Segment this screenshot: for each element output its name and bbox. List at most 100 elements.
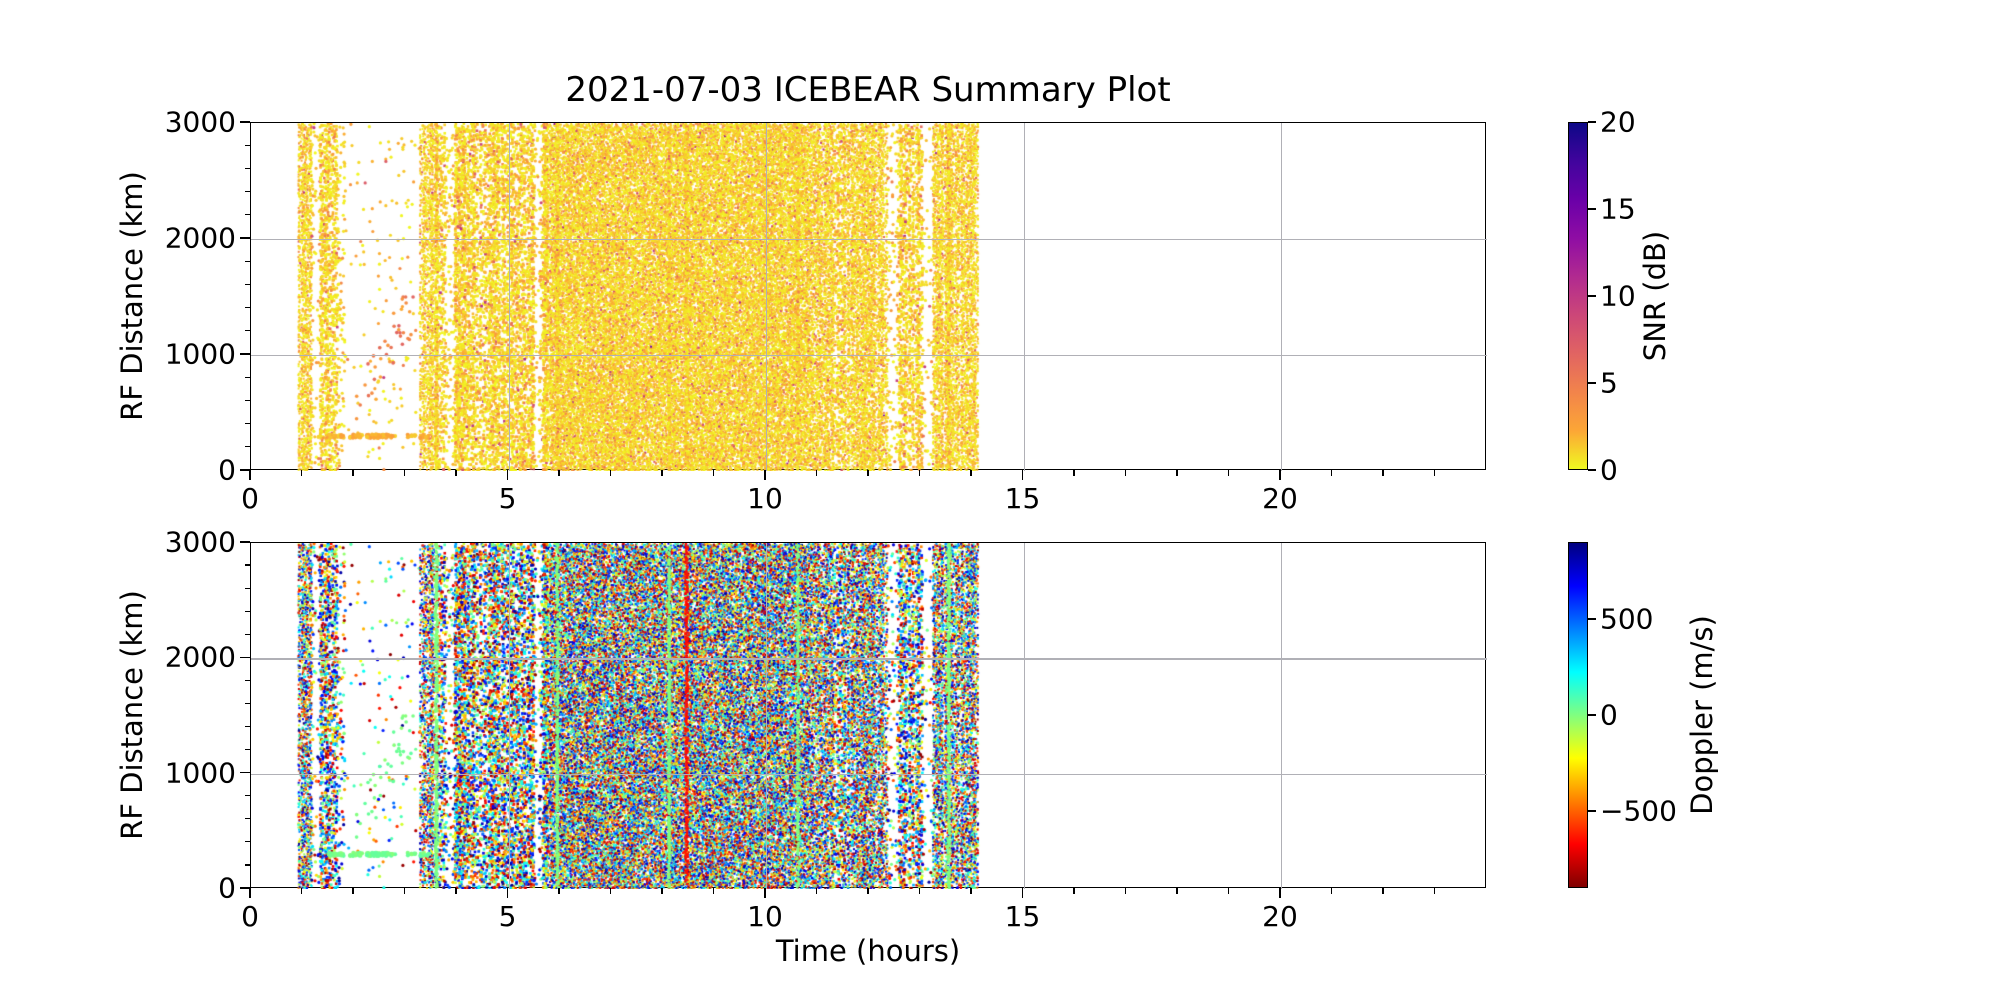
colorbar-tick-5 (1588, 382, 1596, 384)
snr-plot-area (250, 122, 1487, 471)
y-minor-tick (244, 841, 250, 843)
snr-scatter-canvas (251, 123, 1487, 471)
x-major-tick-10 (764, 470, 766, 480)
y-minor-tick (244, 818, 250, 820)
gridline-x-5 (508, 123, 510, 471)
colorbar-tick--500 (1588, 810, 1596, 812)
x-minor-tick (1176, 888, 1178, 894)
x-minor-tick (970, 470, 972, 476)
y-minor-tick (244, 260, 250, 262)
gridline-x-20 (1281, 123, 1283, 471)
y-minor-tick (244, 564, 250, 566)
x-minor-tick (558, 470, 560, 476)
y-minor-tick (244, 376, 250, 378)
y-minor-tick (244, 679, 250, 681)
x-minor-tick (1382, 888, 1384, 894)
gridline-x-5 (508, 543, 510, 889)
y-minor-tick (244, 191, 250, 193)
x-minor-tick (712, 470, 715, 476)
doppler-colorbar-label: Doppler (m/s) (1685, 615, 1719, 815)
colorbar-tick-0 (1588, 714, 1596, 716)
y-major-tick-3000 (240, 541, 250, 543)
x-minor-tick (352, 470, 354, 476)
y-minor-tick (244, 214, 250, 216)
y-minor-tick (244, 307, 250, 309)
y-minor-tick (244, 283, 250, 285)
gridline-x-15 (1023, 543, 1025, 889)
x-major-tick-20 (1279, 888, 1281, 898)
y-major-tick-3000 (240, 121, 250, 123)
x-minor-tick (712, 888, 715, 894)
x-major-tick-15 (1021, 888, 1024, 898)
x-minor-tick (403, 470, 406, 476)
x-minor-tick (1227, 470, 1230, 476)
y-tick-label-1000: 1000 (164, 337, 236, 371)
colorbar-tick-label-500: 500 (1600, 602, 1654, 636)
y-major-tick-1000 (240, 353, 250, 355)
doppler-y-axis-label: RF Distance (km) (115, 590, 149, 840)
y-minor-tick (244, 725, 250, 728)
x-minor-tick (403, 888, 406, 894)
y-major-tick-0 (240, 469, 250, 471)
x-minor-tick (609, 888, 612, 894)
gridline-y-1000 (251, 773, 1487, 775)
x-minor-tick (1330, 888, 1333, 894)
x-minor-tick (352, 888, 354, 894)
x-tick-label-5: 5 (498, 900, 517, 933)
x-minor-tick (1330, 470, 1333, 476)
y-minor-tick (244, 423, 250, 425)
y-minor-tick (244, 167, 250, 169)
x-minor-tick (918, 888, 921, 894)
x-minor-tick (1382, 470, 1384, 476)
gridline-x-15 (1023, 123, 1025, 471)
x-minor-tick (558, 888, 560, 894)
x-minor-tick (1124, 888, 1127, 894)
colorbar-tick-20 (1588, 121, 1596, 123)
x-minor-tick (300, 470, 303, 476)
y-tick-label-3000: 3000 (164, 105, 236, 139)
y-tick-label-0: 0 (218, 871, 236, 905)
x-minor-tick (867, 470, 869, 476)
x-tick-label-0: 0 (241, 900, 259, 933)
gridline-x-10 (766, 543, 768, 889)
colorbar-tick-label-20: 20 (1600, 105, 1636, 139)
x-minor-tick (970, 888, 972, 894)
y-minor-tick (244, 446, 250, 448)
x-minor-tick (1433, 888, 1436, 894)
y-minor-tick (244, 399, 250, 401)
colorbar-tick-500 (1588, 618, 1596, 620)
x-minor-tick (815, 888, 818, 894)
y-major-tick-1000 (240, 771, 250, 774)
colorbar-tick-15 (1588, 208, 1596, 210)
x-tick-label-15: 15 (1004, 482, 1041, 515)
y-major-tick-0 (240, 887, 250, 889)
y-minor-tick (244, 795, 250, 797)
x-minor-tick (918, 470, 921, 476)
x-minor-tick (867, 888, 869, 894)
gridline-x-20 (1281, 543, 1283, 889)
x-major-tick-5 (506, 470, 509, 480)
x-minor-tick (455, 888, 457, 894)
y-minor-tick (244, 610, 250, 612)
y-tick-label-3000: 3000 (164, 525, 236, 559)
x-tick-label-0: 0 (241, 482, 259, 515)
x-tick-label-20: 20 (1262, 482, 1298, 515)
x-major-tick-15 (1021, 470, 1024, 480)
x-major-tick-0 (249, 470, 251, 480)
y-tick-label-2000: 2000 (164, 221, 236, 255)
y-major-tick-2000 (240, 656, 250, 659)
x-tick-label-5: 5 (498, 482, 517, 515)
x-tick-label-10: 10 (747, 482, 783, 515)
y-minor-tick (244, 633, 250, 635)
doppler-colorbar (1568, 542, 1588, 888)
doppler-plot-area (250, 542, 1487, 889)
x-minor-tick (1073, 470, 1075, 476)
colorbar-tick-0 (1588, 469, 1596, 471)
y-major-tick-2000 (240, 237, 250, 239)
colorbar-tick-label-0: 0 (1600, 698, 1618, 732)
colorbar-tick-label-10: 10 (1600, 279, 1636, 313)
y-minor-tick (244, 702, 250, 705)
x-minor-tick (300, 888, 303, 894)
gridline-y-1000 (251, 355, 1487, 357)
x-tick-label-15: 15 (1004, 900, 1041, 933)
